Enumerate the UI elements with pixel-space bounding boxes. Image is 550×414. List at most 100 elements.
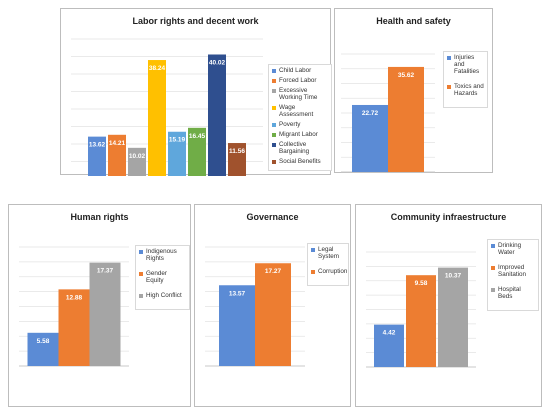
- chart-title: Community infraestructure: [390, 212, 507, 222]
- legend-swatch: [311, 269, 315, 274]
- chart-legend: Indigenous Rights Gender Equity High Confl…: [135, 245, 190, 310]
- legend-item: High Conflict: [139, 292, 186, 299]
- chart-legend: Injuries and Fatalities Toxics and Hazard…: [443, 51, 488, 108]
- legend-swatch: [491, 265, 495, 270]
- legend-label: Collective Bargaining: [279, 141, 310, 155]
- data-label: 10.37: [445, 273, 462, 280]
- legend-swatch: [491, 243, 495, 248]
- legend-label: Improved Sanitation: [498, 264, 527, 278]
- chart-title: Governance: [246, 212, 299, 222]
- data-label: 17.37: [97, 268, 114, 275]
- bar: [255, 263, 291, 366]
- legend-item: Collective Bargaining: [272, 141, 328, 155]
- data-label: 38.24: [149, 65, 166, 72]
- bar: [27, 332, 59, 366]
- legend-swatch: [272, 142, 276, 147]
- chart-plot: 22.72 35.62: [341, 53, 435, 173]
- data-label: 5.58: [37, 338, 50, 345]
- bar: [352, 104, 388, 172]
- data-label: 14.21: [109, 140, 126, 147]
- chart-panel-health: Health and safety 22.72 35.62 Injuries an…: [334, 8, 493, 173]
- chart-legend: Drinking Water Improved Sanitation Hospita…: [487, 239, 539, 311]
- legend-label: Injuries and Fatalities: [454, 54, 480, 75]
- data-label: 35.62: [398, 72, 415, 79]
- legend-item: Forced Labor: [272, 77, 328, 84]
- data-label: 16.45: [189, 133, 206, 140]
- chart-title: Health and safety: [376, 16, 451, 26]
- bar: [188, 127, 206, 176]
- legend-label: Drinking Water: [498, 242, 522, 256]
- legend-swatch: [272, 132, 276, 137]
- legend-swatch: [272, 159, 276, 164]
- data-label: 12.88: [66, 294, 83, 301]
- legend-swatch: [139, 293, 143, 298]
- legend-swatch: [272, 88, 276, 93]
- legend-label: Toxics and Hazards: [454, 83, 484, 97]
- legend-label: Gender Equity: [146, 270, 168, 284]
- bar: [88, 136, 106, 176]
- legend-swatch: [272, 78, 276, 83]
- legend-item: Hospital Beds: [491, 286, 535, 300]
- bar: [89, 262, 121, 366]
- bar: [438, 267, 468, 367]
- legend-item: Poverty: [272, 121, 328, 128]
- legend-label: Poverty: [279, 121, 301, 128]
- legend-label: Migrant Labor: [279, 131, 318, 138]
- legend-item: Toxics and Hazards: [447, 83, 484, 97]
- legend-label: Child Labor: [279, 67, 312, 74]
- chart-legend: Child Labor Forced Labor Excessive Working…: [268, 64, 332, 171]
- chart-title: Labor rights and decent work: [132, 16, 259, 26]
- data-label: 4.42: [383, 330, 396, 337]
- legend-item: Corruption: [311, 268, 348, 275]
- bar: [58, 289, 90, 366]
- legend-label: Corruption: [318, 268, 348, 275]
- legend-label: Social Benefits: [279, 158, 321, 165]
- data-label: 11.56: [229, 148, 245, 155]
- data-label: 13.62: [89, 142, 106, 149]
- bar: [406, 275, 436, 367]
- legend-item: Improved Sanitation: [491, 264, 535, 278]
- data-label: 13.57: [229, 290, 246, 297]
- bar: [228, 143, 246, 176]
- legend-item: Gender Equity: [139, 270, 186, 284]
- legend-item: Excessive Working Time: [272, 87, 328, 101]
- legend-label: Indigenous Rights: [146, 248, 177, 262]
- legend-item: Social Benefits: [272, 158, 328, 165]
- legend-item: Child Labor: [272, 67, 328, 74]
- legend-label: Legal System: [318, 246, 339, 260]
- bar: [168, 131, 186, 176]
- legend-swatch: [272, 68, 276, 73]
- legend-swatch: [491, 287, 495, 292]
- legend-item: Indigenous Rights: [139, 248, 186, 262]
- bar: [128, 147, 146, 176]
- legend-swatch: [311, 247, 315, 252]
- chart-panel-human-rights: Human rights 5.58 12.88 17.37 Indigenous R…: [8, 204, 191, 407]
- chart-plot: 4.42 9.58 10.37: [366, 251, 476, 368]
- chart-panel-labor: Labor rights and decent work 13.62 14.21 1…: [60, 8, 332, 176]
- bar: [108, 134, 126, 176]
- data-label: 40.02: [209, 59, 226, 66]
- legend-swatch: [139, 249, 143, 254]
- legend-label: Excessive Working Time: [279, 87, 318, 101]
- data-label: 9.58: [415, 280, 428, 287]
- legend-swatch: [447, 84, 451, 89]
- legend-item: Migrant Labor: [272, 131, 328, 138]
- legend-label: Wage Assessment: [279, 104, 314, 118]
- legend-swatch: [272, 122, 276, 127]
- chart-panel-community: Community infraestructure 4.42 9.58 10.37 …: [355, 204, 542, 407]
- legend-item: Injuries and Fatalities: [447, 54, 484, 75]
- data-label: 15.19: [169, 137, 186, 144]
- legend-label: Hospital Beds: [498, 286, 521, 300]
- chart-legend: Legal System Corruption: [307, 243, 349, 286]
- legend-swatch: [447, 55, 451, 60]
- bar: [208, 54, 226, 176]
- legend-item: Drinking Water: [491, 242, 535, 256]
- chart-panel-governance: Governance 13.57 17.27 Legal System Corrup…: [194, 204, 351, 407]
- legend-label: Forced Labor: [279, 77, 317, 84]
- legend-item: Legal System: [311, 246, 345, 260]
- bar: [388, 66, 424, 172]
- bar: [374, 324, 404, 367]
- legend-swatch: [272, 105, 276, 110]
- legend-label: High Conflict: [146, 292, 182, 299]
